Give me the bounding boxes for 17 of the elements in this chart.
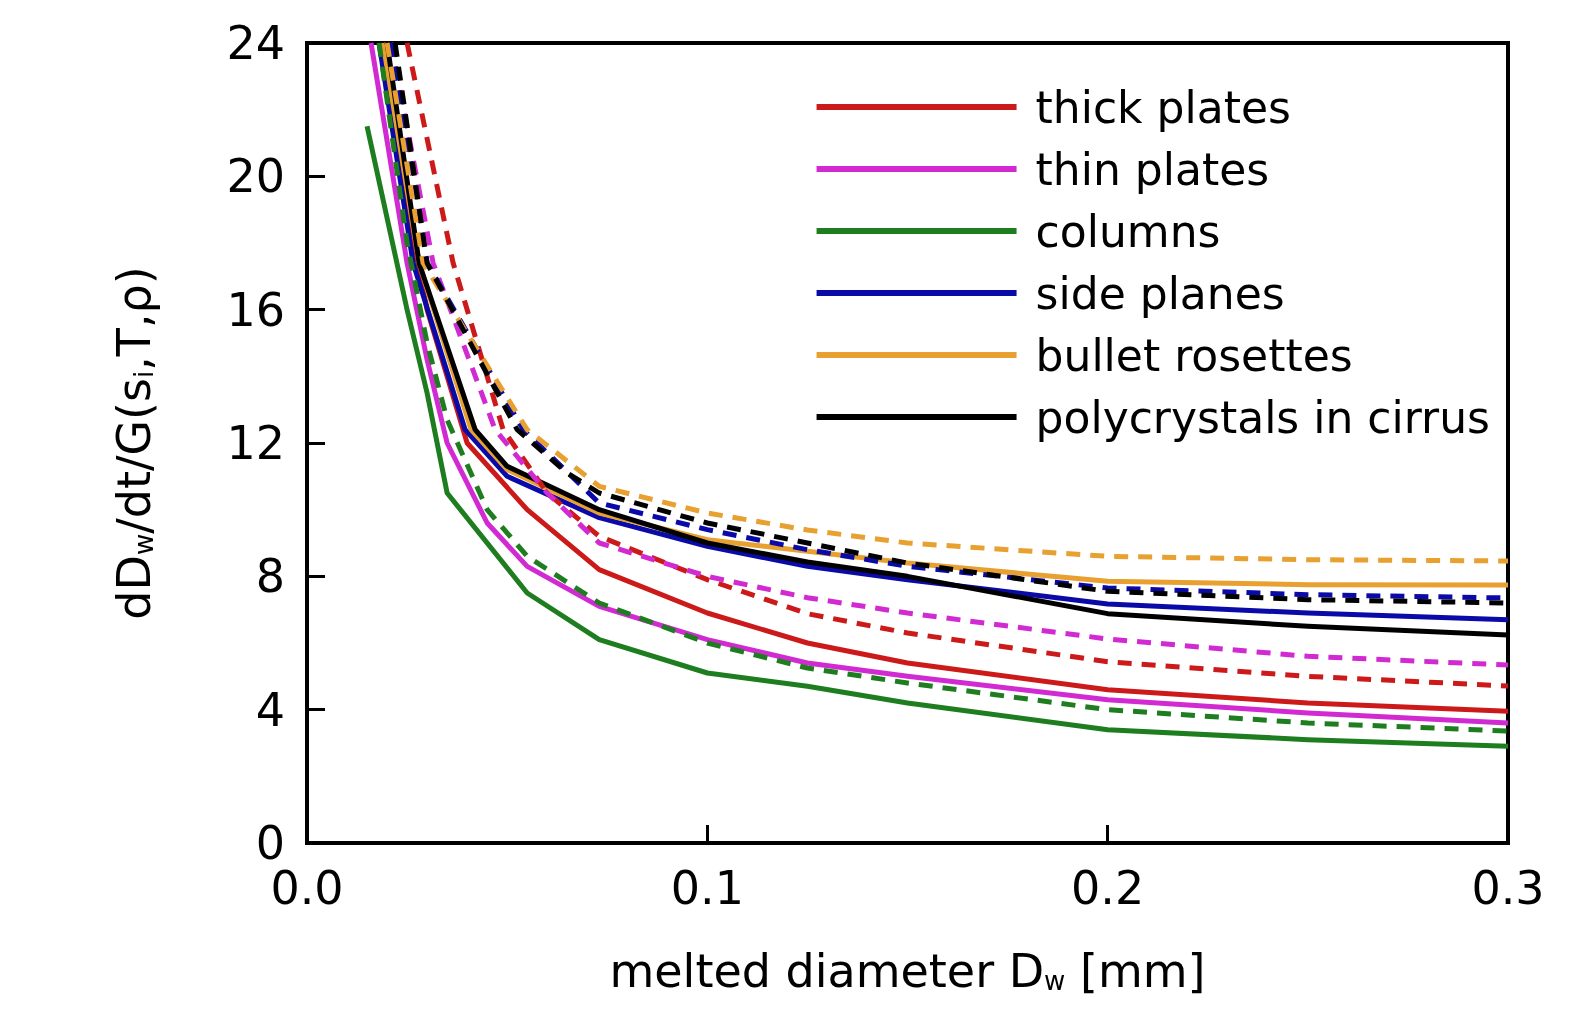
y-tick-label: 12 [226,416,285,470]
y-tick-label: 20 [226,149,285,204]
y-tick-label: 16 [226,282,285,337]
y-tick-label: 8 [255,549,285,604]
legend-label: columns [1035,205,1221,257]
legend-label: polycrystals in cirrus [1035,391,1490,443]
x-tick-label: 0.3 [1471,861,1545,915]
y-axis-title: dDw/dt/G(si,T,ρ) [107,266,161,620]
legend-label: side planes [1035,267,1285,319]
x-tick-label: 0.2 [1071,861,1145,915]
x-axis-title: melted diameter Dw [mm] [609,944,1206,998]
legend-label: thin plates [1035,143,1270,195]
y-tick-label: 24 [226,16,285,70]
legend-label: thick plates [1035,81,1291,133]
x-tick-label: 0.1 [670,861,744,915]
y-tick-label: 4 [255,682,285,737]
legend-label: bullet rosettes [1035,329,1353,381]
